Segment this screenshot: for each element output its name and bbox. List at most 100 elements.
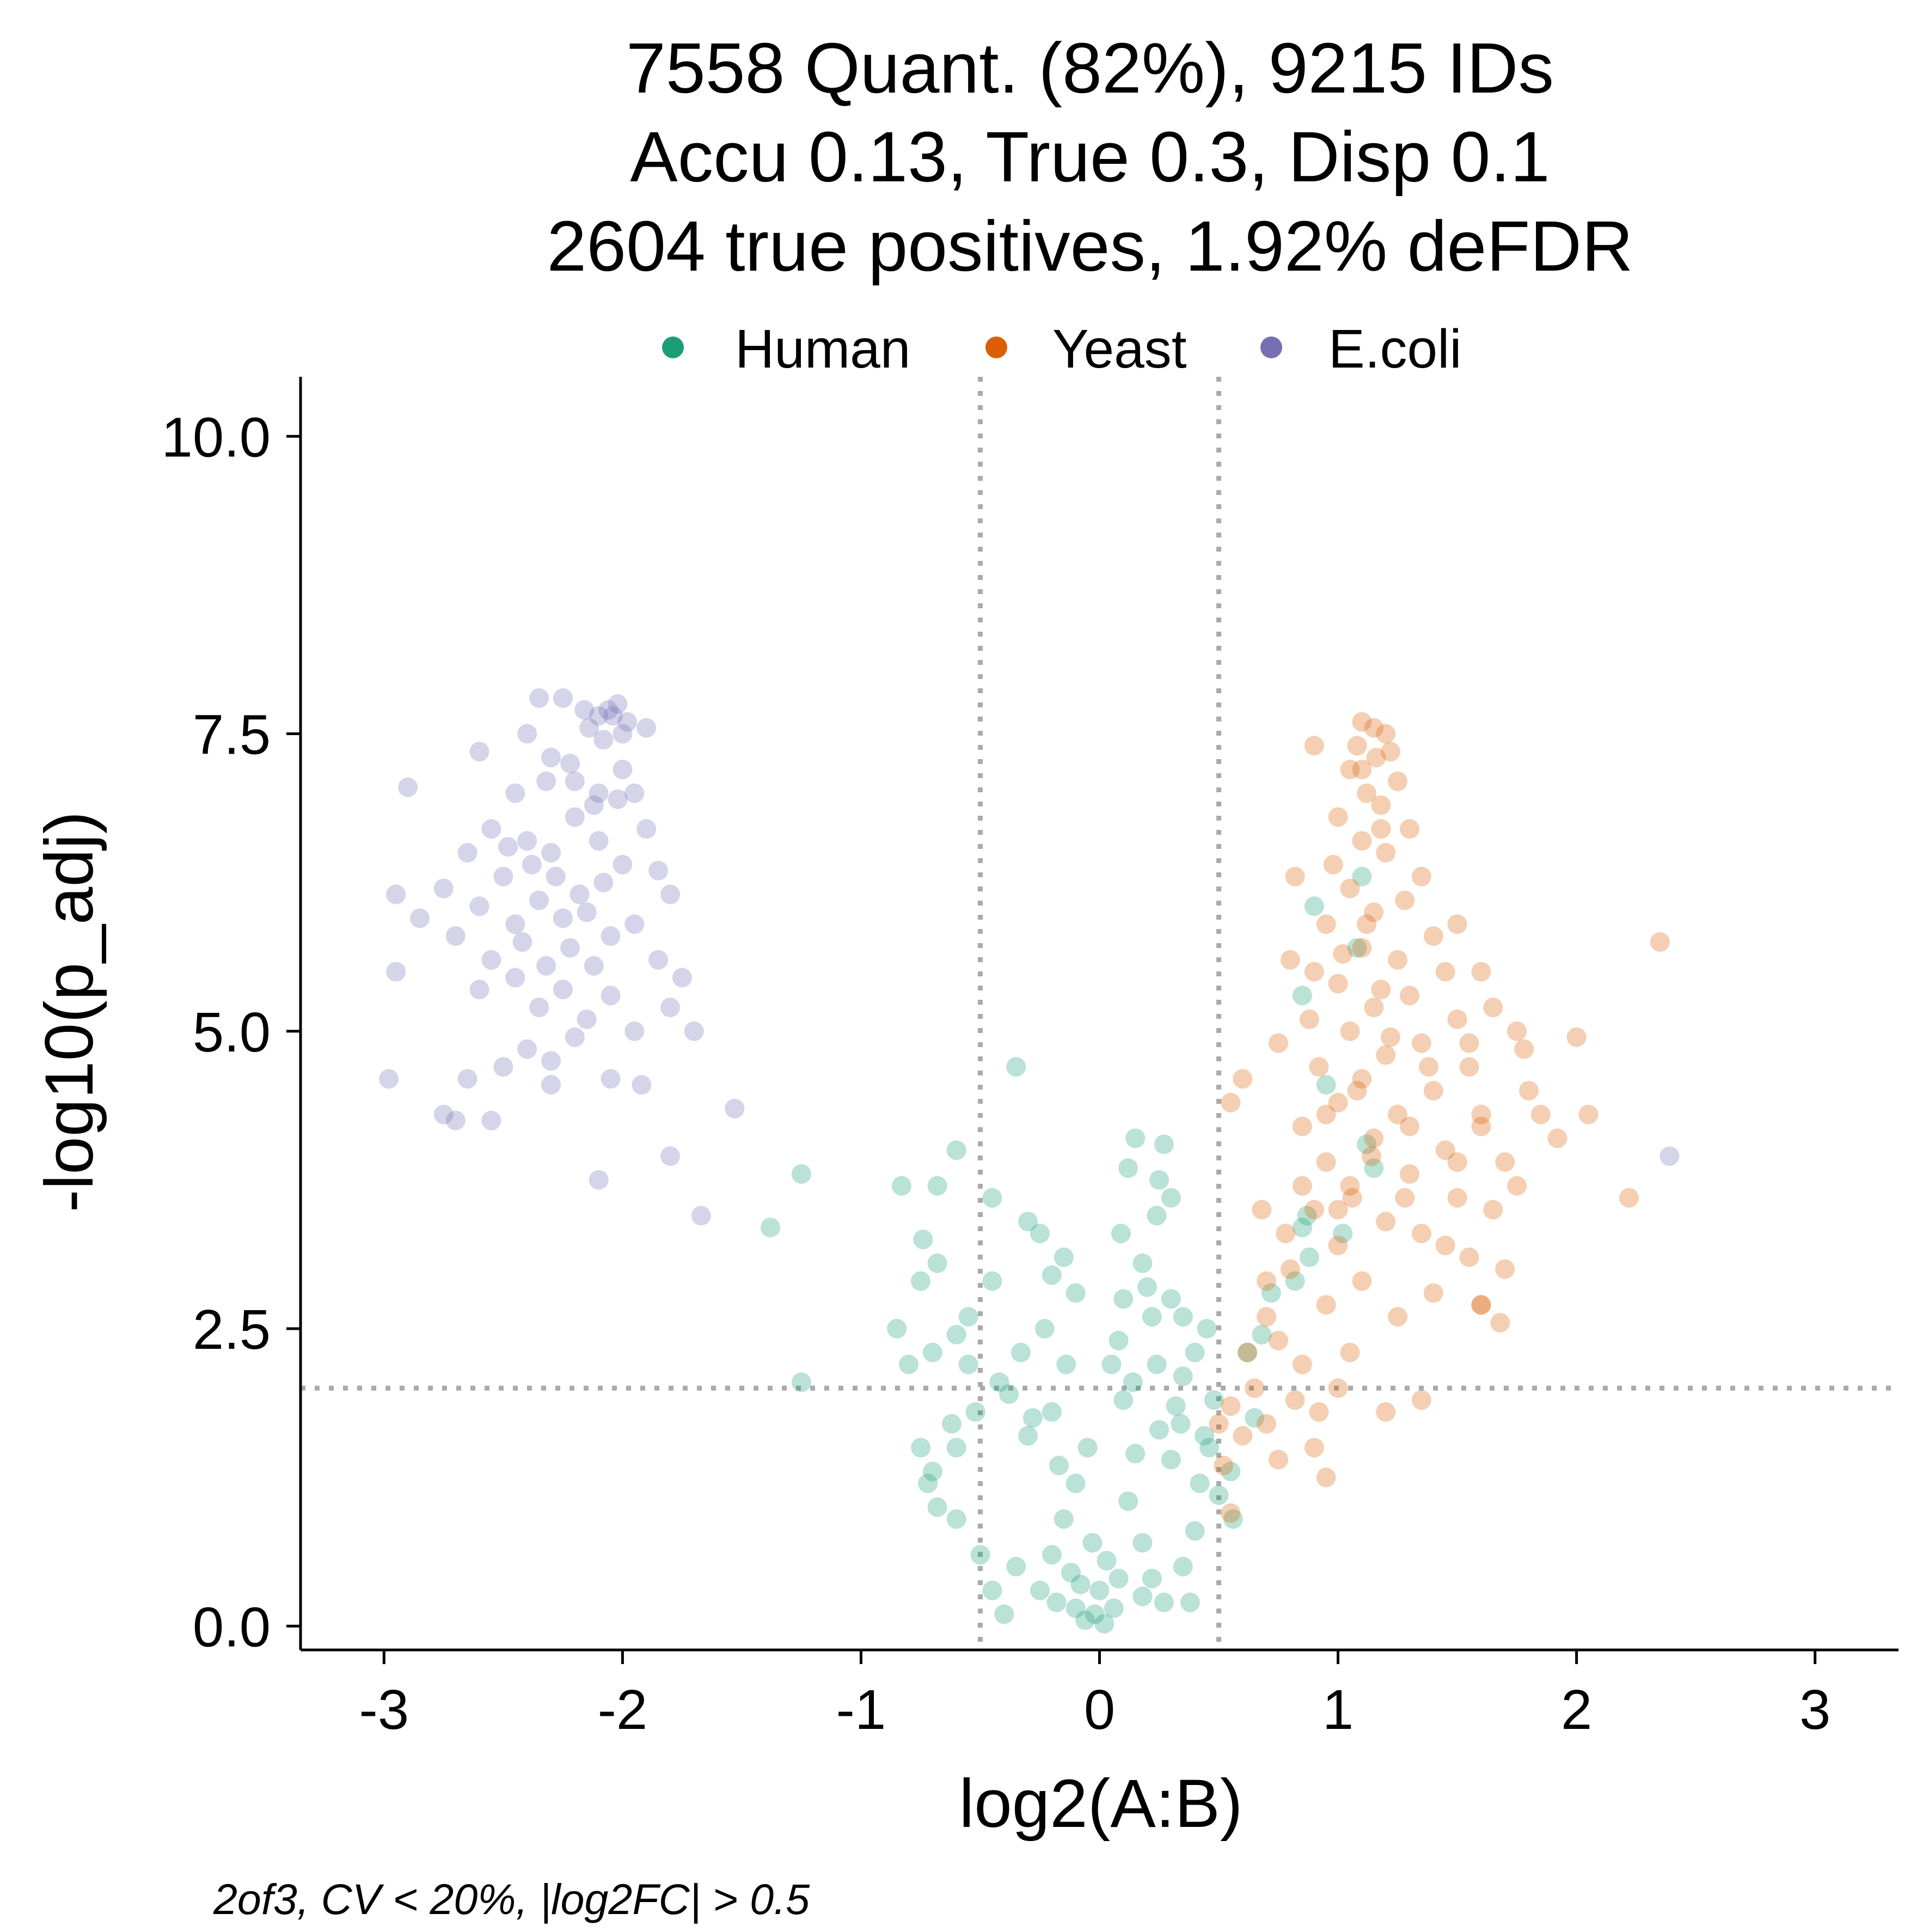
data-point (1659, 1146, 1680, 1166)
legend-label-human: Human (735, 319, 910, 380)
data-point (1328, 1200, 1348, 1220)
data-point (560, 938, 580, 958)
data-point (1352, 1069, 1372, 1089)
data-point (1435, 1140, 1455, 1160)
data-point (1519, 1081, 1539, 1100)
data-point (1364, 718, 1384, 738)
data-point (1030, 1580, 1050, 1600)
data-point (1316, 1152, 1336, 1172)
data-point (648, 950, 669, 970)
data-point (946, 1140, 966, 1160)
data-point (517, 1039, 537, 1059)
data-point (386, 962, 406, 982)
data-point (1132, 1253, 1153, 1273)
data-point (481, 1110, 501, 1130)
data-point (1304, 962, 1324, 982)
data-point (1366, 748, 1386, 768)
data-point (1347, 1081, 1367, 1100)
data-point (1371, 980, 1391, 1000)
data-point (457, 843, 477, 863)
data-point (1221, 1092, 1241, 1112)
legend-label-ecoli: E.coli (1328, 319, 1462, 380)
data-point (1142, 1307, 1162, 1327)
x-axis-ticks: -3 -2 -1 0 1 2 3 (359, 1650, 1830, 1741)
data-point (1347, 938, 1367, 958)
data-point (1459, 1033, 1479, 1053)
y-tick-label: 10.0 (162, 406, 271, 468)
data-point (1204, 1390, 1224, 1410)
data-point (1309, 1402, 1329, 1422)
data-point (1199, 1438, 1219, 1458)
data-point (445, 1110, 466, 1130)
data-point (1118, 1491, 1138, 1511)
data-point (624, 1021, 645, 1041)
data-point (565, 771, 585, 791)
data-point (1123, 1372, 1143, 1392)
data-point (593, 730, 614, 750)
data-point (433, 878, 454, 898)
data-point (1147, 1206, 1167, 1226)
data-point (613, 854, 633, 875)
data-point (1364, 998, 1384, 1018)
data-point (1304, 736, 1324, 756)
data-point (1328, 1236, 1348, 1256)
data-point (1395, 890, 1415, 910)
data-point (1113, 1289, 1134, 1309)
data-point (1376, 1045, 1396, 1065)
data-point (598, 700, 618, 720)
data-point (1125, 1128, 1146, 1148)
data-point (601, 1069, 621, 1089)
data-point (410, 908, 430, 928)
data-point (1316, 1468, 1336, 1488)
data-point (469, 896, 489, 916)
data-point (1364, 902, 1384, 922)
data-point (546, 866, 566, 886)
data-point (1276, 1224, 1296, 1244)
data-point (632, 1075, 652, 1095)
data-point (1304, 896, 1324, 916)
data-point (1447, 1009, 1467, 1029)
series-yeast (1209, 712, 1670, 1523)
data-point (1342, 1188, 1362, 1208)
data-point (1340, 1342, 1360, 1362)
data-point (1077, 1438, 1098, 1458)
data-point (1507, 1176, 1527, 1196)
data-point (1400, 986, 1419, 1006)
data-point (512, 932, 532, 952)
data-point (1142, 1568, 1162, 1588)
data-point (1049, 1456, 1069, 1476)
data-point (1280, 950, 1300, 970)
data-point (1292, 1354, 1312, 1374)
data-point (1304, 1438, 1324, 1458)
data-point (1269, 1450, 1288, 1470)
data-point (1380, 1027, 1400, 1047)
data-point (1300, 1009, 1319, 1029)
data-point (660, 998, 680, 1018)
data-point (1147, 1354, 1167, 1374)
data-point (1388, 1307, 1408, 1327)
data-point (1566, 1027, 1587, 1047)
data-point (1252, 1200, 1272, 1220)
data-point (529, 998, 549, 1018)
data-point (1125, 1444, 1146, 1464)
data-point (536, 956, 556, 976)
data-point (899, 1354, 919, 1374)
data-point (536, 771, 556, 791)
data-point (1357, 914, 1377, 934)
data-point (1094, 1613, 1114, 1634)
reference-lines (301, 377, 1899, 1650)
data-point (541, 843, 561, 863)
data-point (517, 724, 537, 744)
data-point (791, 1372, 811, 1392)
data-point (958, 1307, 978, 1327)
data-point (603, 706, 623, 726)
x-tick-label: -3 (359, 1678, 409, 1741)
data-point (691, 1206, 711, 1226)
data-point (1364, 1158, 1384, 1178)
data-point (505, 914, 525, 934)
data-point (1292, 1176, 1312, 1196)
data-point (1292, 1116, 1312, 1136)
data-point (1214, 1456, 1234, 1476)
data-point (1252, 1325, 1272, 1344)
data-point (1292, 986, 1312, 1006)
